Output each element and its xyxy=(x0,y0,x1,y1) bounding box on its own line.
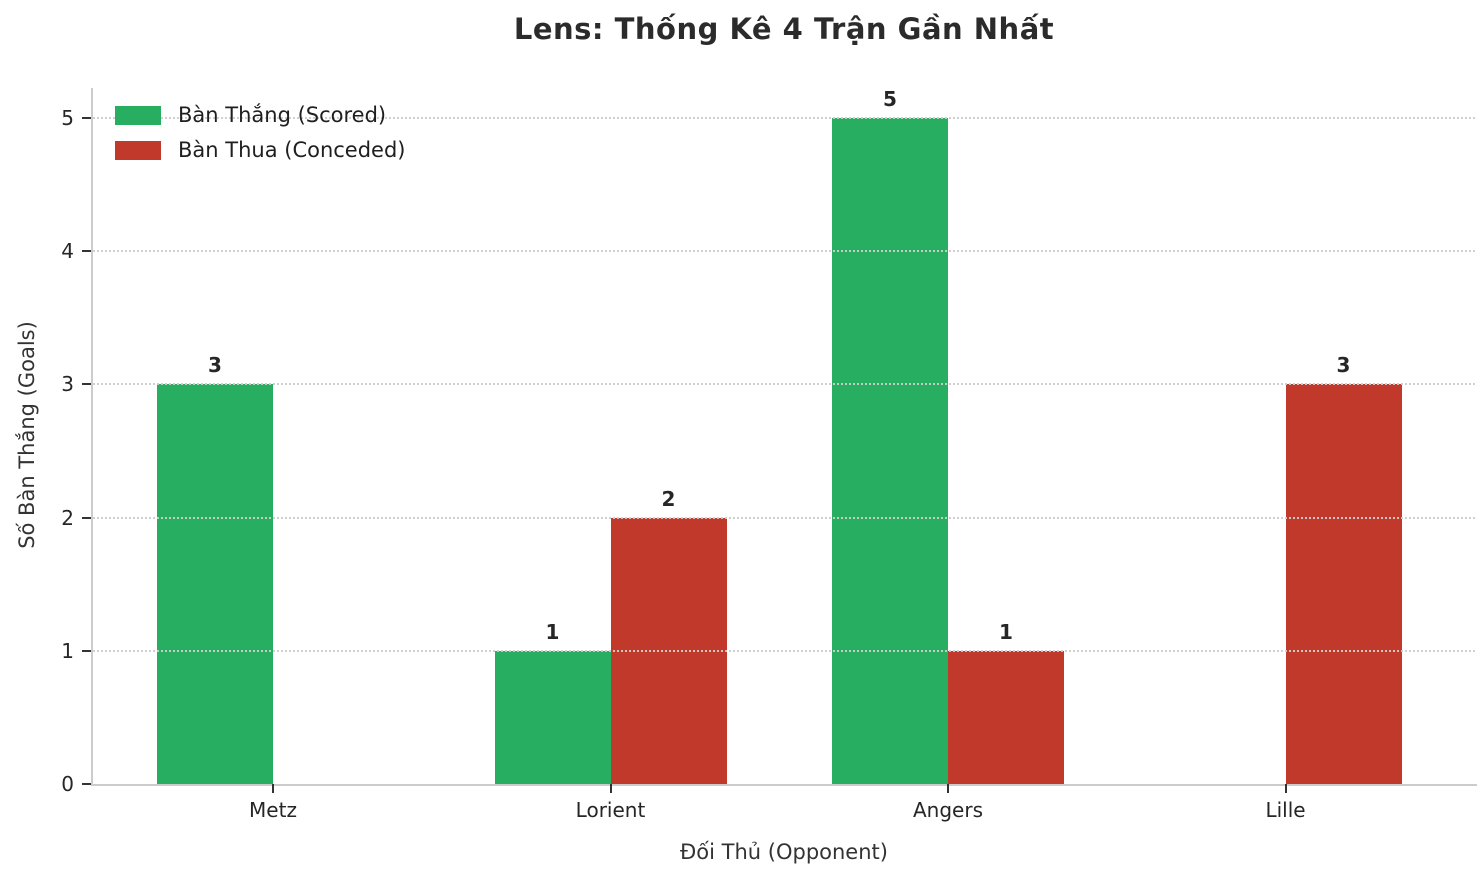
bar-value-label: 3 xyxy=(1336,353,1351,378)
gridline-y2 xyxy=(93,516,1475,519)
y-axis-label: Số Bàn Thắng (Goals) xyxy=(15,321,39,549)
bar-value-label: 2 xyxy=(661,486,676,511)
legend-swatch-icon xyxy=(115,140,161,160)
bar-scored-metz xyxy=(157,384,273,784)
x-tick xyxy=(1284,784,1287,793)
gridline-y3 xyxy=(93,383,1475,386)
legend-label: Bàn Thắng (Scored) xyxy=(178,103,387,127)
bar-conceded-lille xyxy=(1285,384,1402,784)
y-tick xyxy=(82,783,91,785)
x-tick-label-lorient: Lorient xyxy=(575,798,646,822)
y-tick-label: 0 xyxy=(61,772,74,796)
bar-value-label: 1 xyxy=(545,619,560,644)
legend-swatch-icon xyxy=(115,105,161,125)
bar-value-label: 1 xyxy=(999,619,1013,644)
x-tick-label-angers: Angers xyxy=(913,798,983,822)
x-tick-label-lille: Lille xyxy=(1265,798,1306,822)
y-tick xyxy=(82,250,91,253)
chart-title: Lens: Thống Kê 4 Trận Gần Nhất xyxy=(513,12,1055,46)
y-tick-label: 1 xyxy=(61,638,74,663)
gridline-y1 xyxy=(93,649,1475,652)
x-tick xyxy=(272,784,274,793)
y-tick-label: 5 xyxy=(61,106,74,130)
x-tick xyxy=(947,784,949,793)
gridline-y5 xyxy=(93,117,1475,119)
bar-scored-angers xyxy=(832,118,948,784)
y-tick xyxy=(82,649,91,652)
legend-label: Bàn Thua (Conceded) xyxy=(178,138,406,162)
y-tick xyxy=(82,383,91,386)
y-tick-label: 2 xyxy=(61,505,74,530)
y-tick-label: 3 xyxy=(61,372,74,397)
legend-item-conceded: Bàn Thua (Conceded) xyxy=(115,137,406,163)
bar-value-label: 3 xyxy=(208,353,222,378)
legend: Bàn Thắng (Scored) Bàn Thua (Conceded) xyxy=(115,102,406,172)
y-tick-label: 4 xyxy=(61,239,74,264)
legend-item-scored: Bàn Thắng (Scored) xyxy=(115,102,406,128)
y-tick xyxy=(82,117,91,119)
gridline-y4 xyxy=(93,250,1475,253)
y-axis-spine xyxy=(91,88,93,786)
x-axis-spine xyxy=(91,784,1477,786)
y-tick xyxy=(82,516,91,519)
plot-area: Bàn Thắng (Scored) Bàn Thua (Conceded) 3 1… xyxy=(93,87,1475,784)
bar-value-label: 5 xyxy=(883,87,897,111)
x-axis-label: Đối Thủ (Opponent) xyxy=(680,840,888,864)
x-tick xyxy=(609,784,612,793)
x-tick-label-metz: Metz xyxy=(249,798,297,822)
bar-conceded-angers xyxy=(948,650,1064,784)
bar-scored-lorient xyxy=(494,650,611,784)
